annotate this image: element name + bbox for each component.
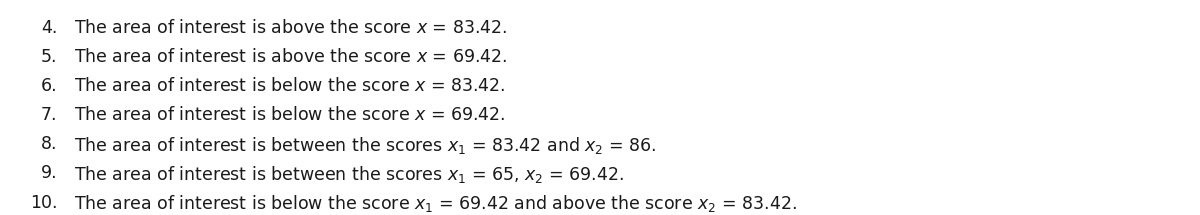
Text: The area of interest is between the scores $x_1$ = 65, $x_2$ = 69.42.: The area of interest is between the scor…	[74, 164, 624, 186]
Text: 10.: 10.	[30, 194, 58, 212]
Text: 9.: 9.	[41, 164, 58, 183]
Text: The area of interest is between the scores $x_1$ = 83.42 and $x_2$ = 86.: The area of interest is between the scor…	[74, 135, 656, 157]
Text: 7.: 7.	[41, 106, 58, 124]
Text: The area of interest is below the score $x$ = 69.42.: The area of interest is below the score …	[74, 106, 506, 124]
Text: The area of interest is above the score $x$ = 69.42.: The area of interest is above the score …	[74, 48, 508, 66]
Text: 5.: 5.	[41, 48, 58, 66]
Text: 4.: 4.	[41, 19, 58, 37]
Text: The area of interest is below the score $x_1$ = 69.42 and above the score $x_2$ : The area of interest is below the score …	[74, 194, 797, 215]
Text: The area of interest is below the score $x$ = 83.42.: The area of interest is below the score …	[74, 77, 506, 95]
Text: 6.: 6.	[41, 77, 58, 95]
Text: 8.: 8.	[41, 135, 58, 154]
Text: The area of interest is above the score $x$ = 83.42.: The area of interest is above the score …	[74, 19, 508, 37]
